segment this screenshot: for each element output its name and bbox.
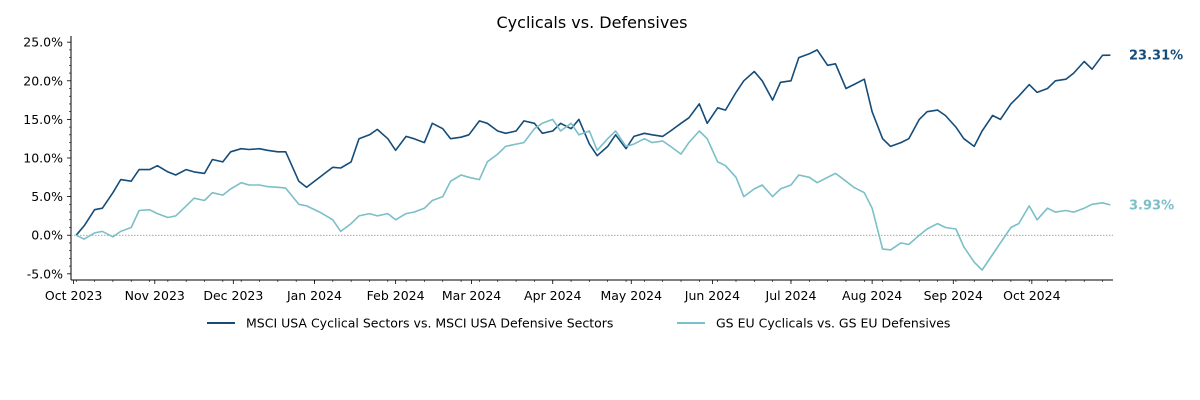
series-layer: 23.31% 3.93% [75,49,1183,271]
x-tick-label: Feb 2024 [367,288,425,303]
series-line-2 [75,118,1111,271]
y-tick-label: 10.0% [23,151,63,166]
x-tick-label: May 2024 [600,288,662,303]
y-tick-label: 25.0% [23,35,63,50]
x-tick-label: Jul 2024 [765,288,817,303]
legend-label: GS EU Cyclicals vs. GS EU Defensives [716,316,950,331]
x-tick-label: Aug 2024 [842,288,902,303]
x-tick-label: Jun 2024 [684,288,740,303]
axes: -5.0% 0.0% 5.0% 10.0% 15.0% 20.0% 25.0% Oct 202… [23,35,1113,303]
series-end-label: 23.31% [1129,49,1183,64]
x-tick-label: Nov 2023 [125,288,185,303]
series-line-1 [75,49,1111,236]
y-tick-label: 0.0% [31,228,63,243]
x-tick-label: Oct 2023 [45,288,102,303]
y-tick-label: 20.0% [23,73,63,88]
x-tick-label: Mar 2024 [442,288,501,303]
x-tick-label: Jan 2024 [286,288,342,303]
y-tick-label: 15.0% [23,112,63,127]
series-end-label: 3.93% [1129,198,1174,213]
y-tick-label: -5.0% [27,266,63,281]
x-tick-label: Dec 2023 [203,288,263,303]
chart-title: Cyclicals vs. Defensives [497,13,688,32]
x-tick-label: Sep 2024 [924,288,983,303]
x-tick-label: Apr 2024 [524,288,581,303]
y-tick-label: 5.0% [31,189,63,204]
x-tick-label: Oct 2024 [1003,288,1060,303]
legend: MSCI USA Cyclical Sectors vs. MSCI USA D… [207,316,950,331]
legend-label: MSCI USA Cyclical Sectors vs. MSCI USA D… [246,316,613,331]
